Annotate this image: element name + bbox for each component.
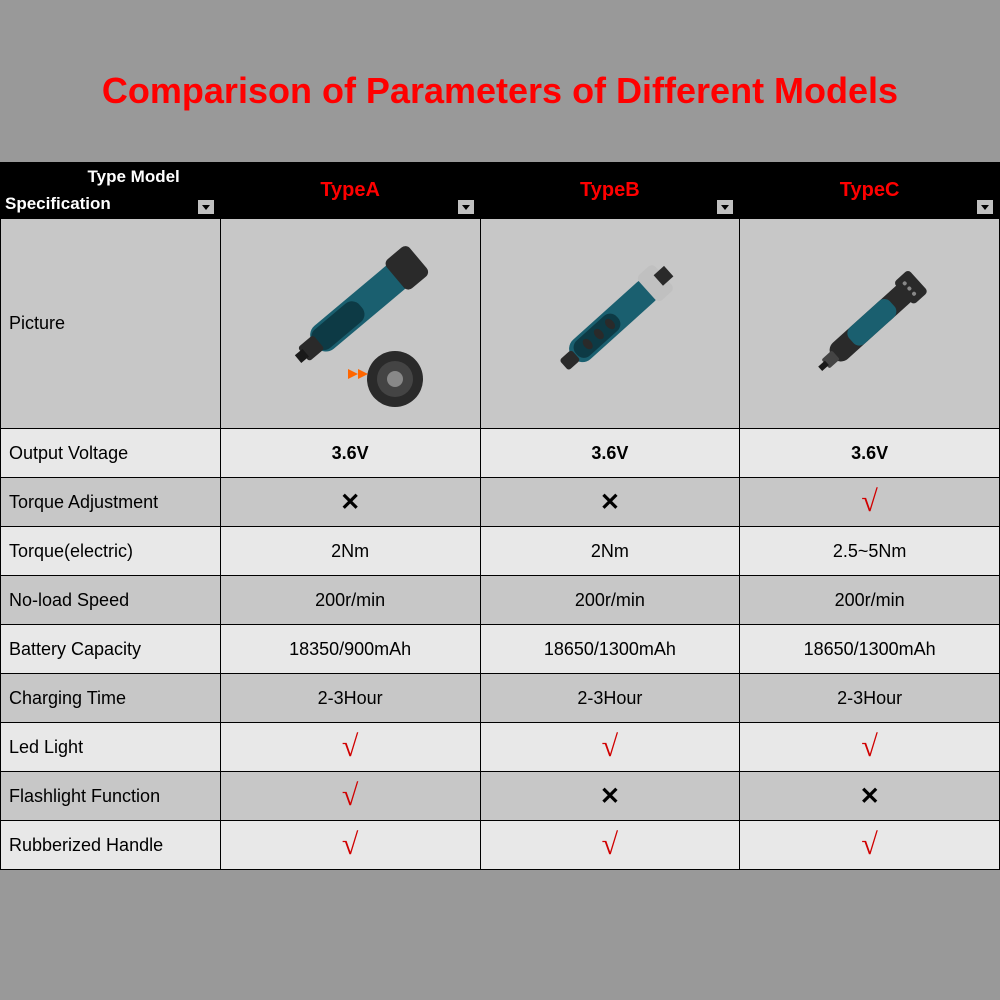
header-type-a: TypeA [220,163,480,219]
tool-c-icon [785,229,955,419]
row-label: No-load Speed [1,576,221,625]
table-cell: √ [480,821,740,870]
type-b-label: TypeB [580,179,640,201]
table-cell: 18650/1300mAh [740,625,1000,674]
cross-icon: ✕ [600,489,620,516]
check-icon: √ [342,730,358,763]
table-cell: ✕ [480,772,740,821]
table-cell: 18650/1300mAh [480,625,740,674]
header-spec-cell: Type Model Specification [1,163,221,219]
table-cell: 200r/min [740,576,1000,625]
cross-icon: ✕ [340,489,360,516]
table-cell: √ [480,723,740,772]
table-cell: 18350/900mAh [220,625,480,674]
row-label: Torque Adjustment [1,478,221,527]
table-cell: √ [740,821,1000,870]
row-label: Output Voltage [1,429,221,478]
check-icon: √ [861,485,877,518]
cell-value: 2-3Hour [577,688,642,708]
table-cell: √ [740,478,1000,527]
table-cell: ✕ [480,478,740,527]
table-row: Torque(electric) 2Nm 2Nm 2.5~5Nm [1,527,1000,576]
tool-b-icon [520,229,700,419]
type-c-label: TypeC [840,179,900,201]
header-type-b: TypeB [480,163,740,219]
check-icon: √ [861,828,877,861]
table-row: Output Voltage 3.6V 3.6V 3.6V [1,429,1000,478]
cell-value: 2-3Hour [837,688,902,708]
cell-value: 3.6V [591,443,628,463]
tool-a-icon [250,229,450,419]
dropdown-icon[interactable] [977,200,993,214]
cell-value: 2Nm [331,541,369,561]
cell-value: 18650/1300mAh [544,639,676,659]
header-type-c: TypeC [740,163,1000,219]
check-icon: √ [602,828,618,861]
comparison-table-wrap: Type Model Specification TypeA TypeB Typ… [0,162,1000,870]
table-cell: √ [740,723,1000,772]
cell-value: 3.6V [851,443,888,463]
picture-type-a [220,219,480,429]
header-type-model-label: Type Model [88,167,180,187]
cell-value: 200r/min [835,590,905,610]
check-icon: √ [342,779,358,812]
cell-value: 3.6V [332,443,369,463]
table-cell: 3.6V [220,429,480,478]
table-cell: ✕ [220,478,480,527]
row-label: Battery Capacity [1,625,221,674]
comparison-table: Type Model Specification TypeA TypeB Typ… [0,162,1000,870]
table-row: Flashlight Function √ ✕ ✕ [1,772,1000,821]
picture-row: Picture [1,219,1000,429]
cell-value: 18350/900mAh [289,639,411,659]
check-icon: √ [861,730,877,763]
row-label: Charging Time [1,674,221,723]
table-cell: 200r/min [220,576,480,625]
picture-type-c [740,219,1000,429]
row-label: Led Light [1,723,221,772]
page-container: Comparison of Parameters of Different Mo… [0,0,1000,1000]
row-label: Rubberized Handle [1,821,221,870]
row-label: Torque(electric) [1,527,221,576]
cross-icon: ✕ [600,783,620,810]
row-label: Flashlight Function [1,772,221,821]
table-cell: 200r/min [480,576,740,625]
cell-value: 18650/1300mAh [804,639,936,659]
table-cell: 2Nm [220,527,480,576]
picture-type-b [480,219,740,429]
table-cell: √ [220,723,480,772]
cross-icon: ✕ [860,783,880,810]
table-cell: √ [220,772,480,821]
table-row: Torque Adjustment ✕ ✕ √ [1,478,1000,527]
check-icon: √ [342,828,358,861]
check-icon: √ [602,730,618,763]
table-cell: 2-3Hour [740,674,1000,723]
table-cell: 2-3Hour [480,674,740,723]
table-row: Rubberized Handle √ √ √ [1,821,1000,870]
table-cell: √ [220,821,480,870]
type-a-label: TypeA [320,179,380,201]
table-cell: 2Nm [480,527,740,576]
cell-value: 200r/min [575,590,645,610]
dropdown-icon[interactable] [458,200,474,214]
cell-value: 2-3Hour [318,688,383,708]
table-cell: ✕ [740,772,1000,821]
table-cell: 2-3Hour [220,674,480,723]
picture-label: Picture [1,219,221,429]
table-row: No-load Speed 200r/min 200r/min 200r/min [1,576,1000,625]
table-cell: 3.6V [480,429,740,478]
cell-value: 2.5~5Nm [833,541,907,561]
table-row: Charging Time 2-3Hour 2-3Hour 2-3Hour [1,674,1000,723]
header-specification-label: Specification [5,194,111,214]
cell-value: 2Nm [591,541,629,561]
table-header-row: Type Model Specification TypeA TypeB Typ… [1,163,1000,219]
dropdown-icon[interactable] [198,200,214,214]
table-cell: 2.5~5Nm [740,527,1000,576]
dropdown-icon[interactable] [717,200,733,214]
table-row: Led Light √ √ √ [1,723,1000,772]
cell-value: 200r/min [315,590,385,610]
page-title: Comparison of Parameters of Different Mo… [0,0,1000,162]
table-row: Battery Capacity 18350/900mAh 18650/1300mA… [1,625,1000,674]
table-cell: 3.6V [740,429,1000,478]
